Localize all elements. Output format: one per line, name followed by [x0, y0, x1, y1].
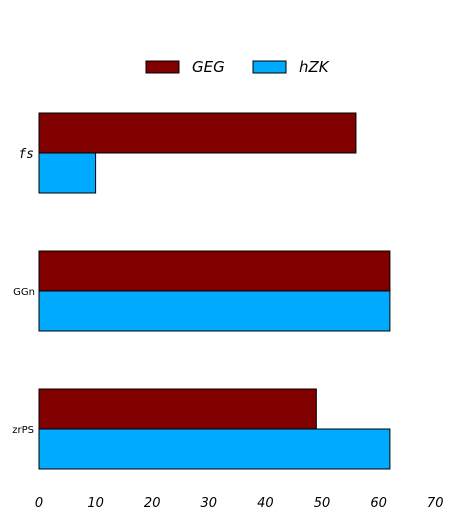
- category-label: GGn: [13, 287, 35, 298]
- x-tick-label: 70: [427, 496, 444, 511]
- legend: GEG hZK: [145, 58, 330, 76]
- x-axis-ticks: 0 10 20 30 40 50 60 70: [35, 496, 444, 511]
- x-tick-label: 30: [201, 496, 218, 511]
- legend-swatch-GEG: [145, 60, 180, 74]
- bar-hZK-zrPS: [38, 428, 391, 470]
- bar-hZK-fs: [38, 152, 97, 194]
- legend-label-GEG: GEG: [192, 58, 225, 76]
- bar-GEG-GGn: [38, 250, 391, 292]
- category-labels: fs GGn zrPS: [12, 147, 35, 436]
- x-tick-label: 60: [370, 496, 387, 511]
- bar-hZK-GGn: [38, 290, 391, 332]
- bar-GEG-fs: [38, 112, 357, 154]
- x-tick-label: 0: [35, 496, 43, 511]
- category-label: zrPS: [12, 425, 34, 436]
- legend-label-hZK: hZK: [299, 58, 330, 76]
- bars: [38, 112, 391, 470]
- x-tick-label: 20: [144, 496, 161, 511]
- x-tick-label: 10: [87, 496, 104, 511]
- x-tick-label: 50: [314, 496, 331, 511]
- category-label: fs: [18, 147, 34, 162]
- bar-GEG-zrPS: [38, 388, 317, 430]
- legend-swatch-hZK: [252, 60, 287, 74]
- x-tick-label: 40: [257, 496, 274, 511]
